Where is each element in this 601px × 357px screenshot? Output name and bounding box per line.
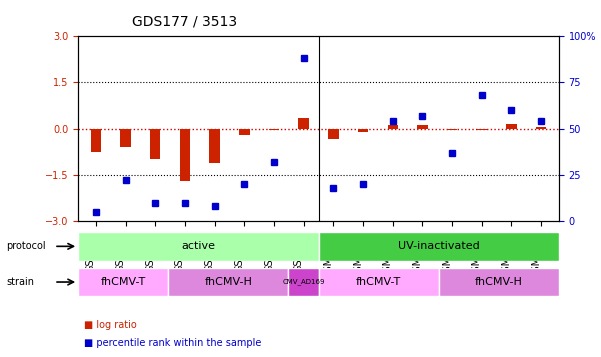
Text: fhCMV-H: fhCMV-H bbox=[475, 277, 523, 287]
Bar bbox=[477, 129, 487, 130]
FancyBboxPatch shape bbox=[168, 268, 288, 296]
Bar bbox=[299, 118, 309, 129]
Text: CMV_AD169: CMV_AD169 bbox=[282, 279, 325, 285]
Text: ■ percentile rank within the sample: ■ percentile rank within the sample bbox=[84, 338, 261, 348]
Text: fhCMV-T: fhCMV-T bbox=[356, 277, 401, 287]
Bar bbox=[91, 129, 101, 152]
Text: fhCMV-H: fhCMV-H bbox=[204, 277, 252, 287]
FancyBboxPatch shape bbox=[288, 268, 319, 296]
FancyBboxPatch shape bbox=[78, 268, 168, 296]
Text: UV-inactivated: UV-inactivated bbox=[398, 241, 480, 251]
Bar bbox=[388, 125, 398, 129]
Bar bbox=[210, 129, 220, 162]
Bar bbox=[120, 129, 131, 147]
Bar bbox=[180, 129, 190, 181]
FancyBboxPatch shape bbox=[319, 232, 559, 261]
Bar bbox=[150, 129, 160, 160]
Bar bbox=[447, 129, 457, 130]
FancyBboxPatch shape bbox=[319, 268, 439, 296]
FancyBboxPatch shape bbox=[78, 232, 319, 261]
Bar bbox=[358, 129, 368, 132]
Bar bbox=[506, 124, 517, 129]
Text: protocol: protocol bbox=[6, 241, 46, 251]
Text: active: active bbox=[182, 241, 215, 251]
Bar bbox=[269, 129, 279, 130]
Text: fhCMV-T: fhCMV-T bbox=[100, 277, 146, 287]
FancyBboxPatch shape bbox=[439, 268, 559, 296]
Text: ■ log ratio: ■ log ratio bbox=[84, 320, 137, 330]
Text: strain: strain bbox=[6, 277, 34, 287]
Bar bbox=[536, 127, 546, 129]
Bar bbox=[239, 129, 249, 135]
Text: GDS177 / 3513: GDS177 / 3513 bbox=[132, 14, 237, 28]
Bar bbox=[417, 125, 427, 129]
Bar bbox=[328, 129, 338, 139]
